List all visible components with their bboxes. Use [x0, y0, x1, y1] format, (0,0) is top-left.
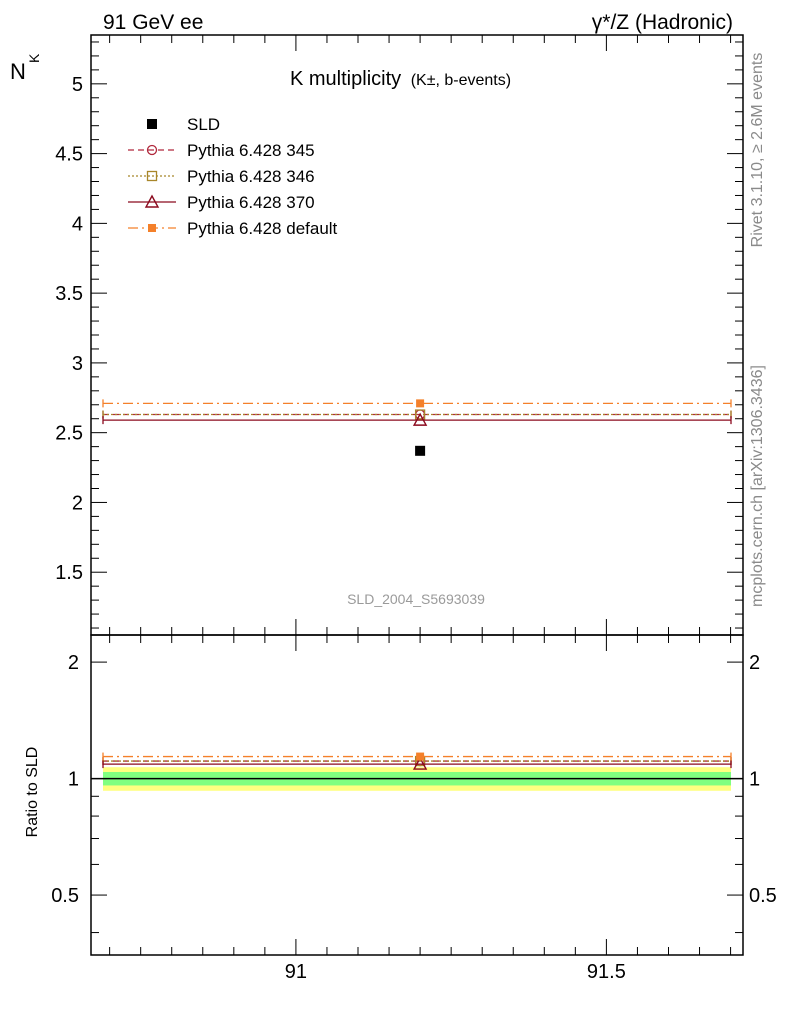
- legend-marker: [146, 144, 158, 156]
- legend-label: Pythia 6.428 346: [187, 167, 315, 186]
- legend-item: SLD: [147, 115, 220, 134]
- header-right: γ*/Z (Hadronic): [592, 11, 733, 34]
- legend-marker: [144, 194, 160, 208]
- main-y-tick-label: 3.5: [55, 283, 83, 305]
- plot-title: K multiplicity (K±, b-events): [290, 68, 511, 90]
- legend-marker: [146, 170, 158, 182]
- header-left: 91 GeV ee: [103, 11, 203, 34]
- ratio-y-tick-label-right: 0.5: [749, 885, 777, 907]
- legend-item: Pythia 6.428 370: [128, 193, 315, 212]
- main-y-tick-label: 5: [72, 74, 83, 96]
- ratio-y-tick-label-left: 0.5: [51, 885, 79, 907]
- main-y-axis-label: N K: [10, 53, 42, 84]
- main-series: [102, 399, 732, 456]
- legend-label: Pythia 6.428 default: [187, 219, 338, 238]
- data-point: [415, 445, 426, 456]
- ratio-point: [412, 756, 428, 770]
- main-y-ticks: 1.5 2 2.5 3 3.5 4 4.5 5: [55, 41, 743, 629]
- x-tick-label: 91: [285, 961, 307, 983]
- ratio-y-tick-label-left: 2: [68, 652, 79, 674]
- ratio-uncertainty-bands: [91, 767, 743, 791]
- plot-title-main: K multiplicity: [290, 68, 401, 90]
- legend-marker: [147, 119, 157, 129]
- main-y-tick-label: 4.5: [55, 144, 83, 166]
- main-y-tick-label: 1.5: [55, 562, 83, 584]
- ratio-point: [416, 752, 425, 761]
- x-tick-label: 91.5: [587, 961, 626, 983]
- rivet-label: Rivet 3.1.10, ≥ 2.6M events: [749, 53, 766, 248]
- legend-marker: [148, 224, 156, 232]
- ratio-series: [102, 752, 732, 770]
- main-y-tick-label: 3: [72, 353, 83, 375]
- main-y-tick-label: 2.5: [55, 423, 83, 445]
- ylabel-sub: K: [26, 53, 42, 63]
- mc-point: [416, 399, 425, 408]
- plot-title-sub: (K±, b-events): [411, 72, 511, 89]
- ratio-y-tick-label-right: 1: [749, 769, 760, 791]
- mcplots-label: mcplots.cern.ch [arXiv:1306.3436]: [749, 365, 766, 607]
- analysis-watermark: SLD_2004_S5693039: [347, 591, 485, 607]
- mc-point: [414, 409, 426, 420]
- legend-item: Pythia 6.428 345: [128, 141, 315, 160]
- ratio-y-axis-label: Ratio to SLD: [24, 747, 41, 838]
- legend: SLD Pythia 6.428 345 Pythia 6.428 346 Pythi…: [128, 115, 338, 238]
- legend-item: Pythia 6.428 default: [128, 219, 338, 238]
- ratio-y-tick-label-right: 2: [749, 652, 760, 674]
- ratio-y-tick-label-left: 1: [68, 769, 79, 791]
- legend-item: Pythia 6.428 346: [128, 167, 315, 186]
- ylabel-main: N: [10, 59, 26, 84]
- legend-label: SLD: [187, 115, 220, 134]
- mc-point: [412, 412, 428, 426]
- x-ticks: 91 91.5: [109, 35, 732, 983]
- legend-label: Pythia 6.428 370: [187, 193, 315, 212]
- legend-label: Pythia 6.428 345: [187, 141, 315, 160]
- main-y-tick-label: 4: [72, 213, 83, 235]
- ratio-plot-frame: [90, 634, 744, 956]
- main-y-tick-label: 2: [72, 492, 83, 514]
- ratio-y-ticks: 0.5 0.5 1 1 2 2: [51, 652, 777, 934]
